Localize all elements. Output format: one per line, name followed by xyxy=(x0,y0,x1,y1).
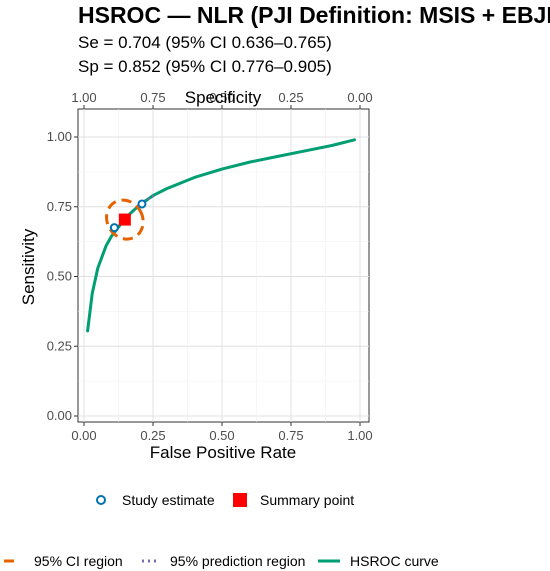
gridlines xyxy=(78,109,369,422)
x2-tick-label: 0.50 xyxy=(209,90,234,105)
y-tick-label: 1.00 xyxy=(47,129,72,144)
x2-tick-label: 0.75 xyxy=(140,90,165,105)
legend-key-study-estimate xyxy=(96,495,106,505)
ci-region-ellipse xyxy=(105,198,145,241)
prediction-region-line xyxy=(138,193,157,206)
x-tick-label: 1.00 xyxy=(347,428,372,443)
summary-point-marker xyxy=(118,213,131,226)
y-tick-label: 0.50 xyxy=(47,269,72,284)
chart-subtitle-sp: Sp = 0.852 (95% CI 0.776–0.905) xyxy=(78,57,332,76)
hsroc-curve-line xyxy=(86,138,356,333)
legend-label-hsroc-curve: HSROC curve xyxy=(350,553,439,569)
y-tick-label: 0.00 xyxy=(47,408,72,423)
x2-tick-label: 1.00 xyxy=(71,90,96,105)
y-axis-label: Sensitivity xyxy=(19,228,38,305)
legend-label-prediction-region: 95% prediction region xyxy=(170,553,305,569)
x-tick-label: 0.00 xyxy=(71,428,96,443)
axis-ticks: 0.00 0.25 0.50 0.75 1.00 1.00 0.75 0.50 0.25 0.00… xyxy=(47,90,373,443)
x-tick-label: 0.50 xyxy=(209,428,234,443)
legend-key-summary-point xyxy=(233,493,247,507)
chart-marks xyxy=(86,138,356,333)
legend-label-ci-region: 95% CI region xyxy=(34,553,123,569)
x-tick-label: 0.25 xyxy=(140,428,165,443)
x2-tick-label: 0.00 xyxy=(347,90,372,105)
study-estimate-point xyxy=(137,199,147,209)
x-tick-label: 0.75 xyxy=(278,428,303,443)
legend-label-summary-point: Summary point xyxy=(260,492,354,508)
chart-title: HSROC — NLR (PJI Definition: MSIS + EBJI… xyxy=(78,2,550,28)
legend: Study estimate Summary point 95% CI region… xyxy=(4,492,439,569)
study-estimate-point xyxy=(109,223,119,233)
x2-tick-label: 0.25 xyxy=(278,90,303,105)
y-tick-label: 0.75 xyxy=(47,199,72,214)
x-axis-label: False Positive Rate xyxy=(150,443,296,462)
chart-subtitle-se: Se = 0.704 (95% CI 0.636–0.765) xyxy=(78,33,332,52)
y-tick-label: 0.25 xyxy=(47,338,72,353)
x2-axis-label: Specificity xyxy=(185,88,262,107)
legend-label-study-estimate: Study estimate xyxy=(122,492,215,508)
plot-panel xyxy=(77,108,370,423)
